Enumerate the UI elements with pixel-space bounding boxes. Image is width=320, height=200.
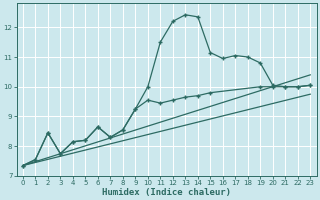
X-axis label: Humidex (Indice chaleur): Humidex (Indice chaleur) [102, 188, 231, 197]
